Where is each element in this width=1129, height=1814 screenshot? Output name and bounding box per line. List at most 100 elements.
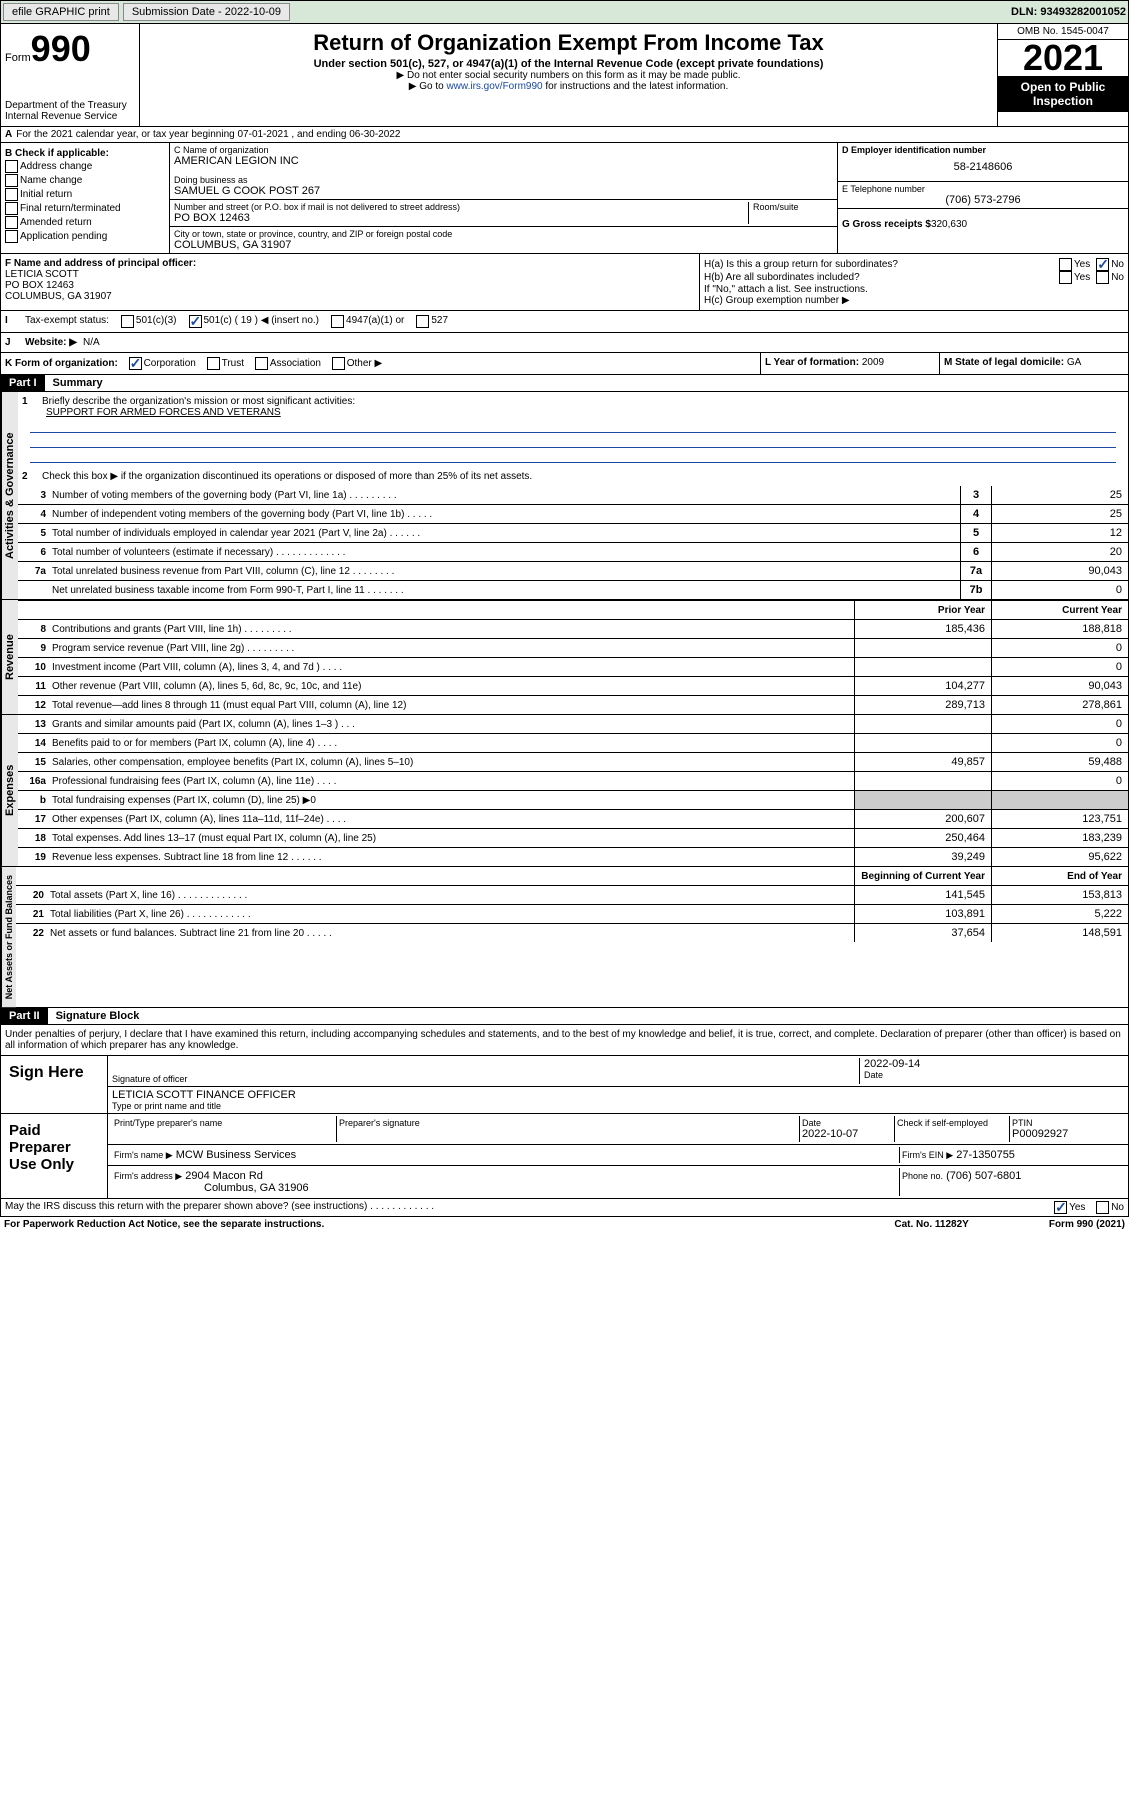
checkbox-amended-return[interactable] bbox=[5, 216, 18, 229]
dln-label: DLN: 93493282001052 bbox=[1011, 6, 1126, 18]
activities-governance-section: Activities & Governance 1Briefly describ… bbox=[0, 392, 1129, 600]
table-row: bTotal fundraising expenses (Part IX, co… bbox=[18, 791, 1128, 810]
checkbox-association[interactable] bbox=[255, 357, 268, 370]
officer-addr: PO BOX 12463 bbox=[5, 280, 695, 291]
website: N/A bbox=[83, 337, 100, 348]
footer: For Paperwork Reduction Act Notice, see … bbox=[0, 1217, 1129, 1232]
gross-receipts: 320,630 bbox=[931, 219, 967, 230]
table-row: 14Benefits paid to or for members (Part … bbox=[18, 734, 1128, 753]
firm-addr: 2904 Macon Rd bbox=[185, 1170, 263, 1182]
line-i: I Tax-exempt status: 501(c)(3) 501(c) ( … bbox=[0, 311, 1129, 333]
table-row: 12Total revenue—add lines 8 through 11 (… bbox=[18, 696, 1128, 714]
checkbox-address-change[interactable] bbox=[5, 160, 18, 173]
declaration: Under penalties of perjury, I declare th… bbox=[0, 1025, 1129, 1056]
table-row: 22Net assets or fund balances. Subtract … bbox=[16, 924, 1128, 942]
submission-date-button[interactable]: Submission Date - 2022-10-09 bbox=[123, 3, 290, 21]
note-link: ▶ Go to www.irs.gov/Form990 for instruct… bbox=[144, 81, 993, 92]
vert-expenses: Expenses bbox=[1, 715, 18, 866]
ein: 58-2148606 bbox=[842, 155, 1124, 179]
checkbox-hb-no[interactable] bbox=[1096, 271, 1109, 284]
table-row: 9Program service revenue (Part VIII, lin… bbox=[18, 639, 1128, 658]
column-b: B Check if applicable: Address change Na… bbox=[1, 143, 170, 253]
phone: (706) 573-2796 bbox=[842, 194, 1124, 206]
irs-link[interactable]: www.irs.gov/Form990 bbox=[446, 81, 542, 92]
section-b-to-g: B Check if applicable: Address change Na… bbox=[0, 143, 1129, 254]
efile-button[interactable]: efile GRAPHIC print bbox=[3, 3, 119, 21]
val-3: 25 bbox=[991, 486, 1128, 504]
org-name: AMERICAN LEGION INC bbox=[174, 155, 833, 167]
checkbox-corporation[interactable] bbox=[129, 357, 142, 370]
firm-ein: 27-1350755 bbox=[956, 1149, 1015, 1161]
note-ssn: ▶ Do not enter social security numbers o… bbox=[144, 70, 993, 81]
val-4: 25 bbox=[991, 505, 1128, 523]
checkbox-initial-return[interactable] bbox=[5, 188, 18, 201]
checkbox-4947[interactable] bbox=[331, 315, 344, 328]
val-7a: 90,043 bbox=[991, 562, 1128, 580]
discuss-row: May the IRS discuss this return with the… bbox=[0, 1199, 1129, 1217]
officer-city: COLUMBUS, GA 31907 bbox=[5, 291, 695, 302]
sign-here-row: Sign Here Signature of officer 2022-09-1… bbox=[0, 1056, 1129, 1114]
table-row: 10Investment income (Part VIII, column (… bbox=[18, 658, 1128, 677]
officer-sig-name: LETICIA SCOTT FINANCE OFFICER bbox=[112, 1089, 1124, 1101]
val-7b: 0 bbox=[991, 581, 1128, 599]
part-ii-header: Part II Signature Block bbox=[0, 1008, 1129, 1025]
firm-city: Columbus, GA 31906 bbox=[114, 1182, 897, 1194]
expenses-section: Expenses 13Grants and similar amounts pa… bbox=[0, 715, 1129, 867]
checkbox-ha-no[interactable] bbox=[1096, 258, 1109, 271]
form-number: Form990 bbox=[5, 28, 135, 70]
val-6: 20 bbox=[991, 543, 1128, 561]
table-row: 17Other expenses (Part IX, column (A), l… bbox=[18, 810, 1128, 829]
column-d-e-g: D Employer identification number 58-2148… bbox=[837, 143, 1128, 253]
form-header: Form990 Department of the Treasury Inter… bbox=[0, 24, 1129, 127]
checkbox-final-return[interactable] bbox=[5, 202, 18, 215]
tax-year: 2021 bbox=[998, 40, 1128, 76]
open-inspection: Open to Public Inspection bbox=[998, 76, 1128, 112]
prep-date: 2022-10-07 bbox=[802, 1128, 892, 1140]
checkbox-hb-yes[interactable] bbox=[1059, 271, 1072, 284]
table-row: 19Revenue less expenses. Subtract line 1… bbox=[18, 848, 1128, 866]
top-bar: efile GRAPHIC print Submission Date - 20… bbox=[0, 0, 1129, 24]
table-row: 16aProfessional fundraising fees (Part I… bbox=[18, 772, 1128, 791]
dba-name: SAMUEL G COOK POST 267 bbox=[174, 185, 833, 197]
checkbox-ha-yes[interactable] bbox=[1059, 258, 1072, 271]
sig-date: 2022-09-14 bbox=[864, 1058, 1124, 1070]
line-j: J Website: ▶ N/A bbox=[0, 333, 1129, 353]
checkbox-527[interactable] bbox=[416, 315, 429, 328]
ptin: P00092927 bbox=[1012, 1128, 1122, 1140]
firm-phone: (706) 507-6801 bbox=[946, 1170, 1021, 1182]
checkbox-application-pending[interactable] bbox=[5, 230, 18, 243]
officer-name: LETICIA SCOTT bbox=[5, 269, 695, 280]
revenue-section: Revenue Prior Year Current Year 8Contrib… bbox=[0, 600, 1129, 715]
checkbox-name-change[interactable] bbox=[5, 174, 18, 187]
table-row: 18Total expenses. Add lines 13–17 (must … bbox=[18, 829, 1128, 848]
assets-section: Net Assets or Fund Balances Beginning of… bbox=[0, 867, 1129, 1008]
state-domicile: GA bbox=[1067, 357, 1081, 368]
checkbox-501c3[interactable] bbox=[121, 315, 134, 328]
checkbox-discuss-yes[interactable] bbox=[1054, 1201, 1067, 1214]
vert-revenue: Revenue bbox=[1, 600, 18, 714]
table-row: 8Contributions and grants (Part VIII, li… bbox=[18, 620, 1128, 639]
checkbox-501c[interactable] bbox=[189, 315, 202, 328]
form-subtitle: Under section 501(c), 527, or 4947(a)(1)… bbox=[144, 58, 993, 70]
checkbox-trust[interactable] bbox=[207, 357, 220, 370]
dept-label: Department of the Treasury bbox=[5, 100, 135, 111]
city-state-zip: COLUMBUS, GA 31907 bbox=[174, 239, 833, 251]
line-k-l-m: K Form of organization: Corporation Trus… bbox=[0, 353, 1129, 375]
form-title: Return of Organization Exempt From Incom… bbox=[144, 30, 993, 56]
table-row: 21Total liabilities (Part X, line 26) . … bbox=[16, 905, 1128, 924]
checkbox-other[interactable] bbox=[332, 357, 345, 370]
line-a: AFor the 2021 calendar year, or tax year… bbox=[0, 127, 1129, 143]
firm-name: MCW Business Services bbox=[176, 1149, 296, 1161]
part-i-header: Part I Summary bbox=[0, 375, 1129, 392]
vert-assets: Net Assets or Fund Balances bbox=[1, 867, 16, 1007]
street-address: PO BOX 12463 bbox=[174, 212, 748, 224]
val-5: 12 bbox=[991, 524, 1128, 542]
paid-preparer-row: Paid Preparer Use Only Print/Type prepar… bbox=[0, 1114, 1129, 1199]
table-row: 15Salaries, other compensation, employee… bbox=[18, 753, 1128, 772]
year-formation: 2009 bbox=[862, 357, 884, 368]
mission-text: SUPPORT FOR ARMED FORCES AND VETERANS bbox=[22, 407, 1124, 418]
table-row: 13Grants and similar amounts paid (Part … bbox=[18, 715, 1128, 734]
table-row: 20Total assets (Part X, line 16) . . . .… bbox=[16, 886, 1128, 905]
checkbox-discuss-no[interactable] bbox=[1096, 1201, 1109, 1214]
line-f-h: F Name and address of principal officer:… bbox=[0, 254, 1129, 311]
